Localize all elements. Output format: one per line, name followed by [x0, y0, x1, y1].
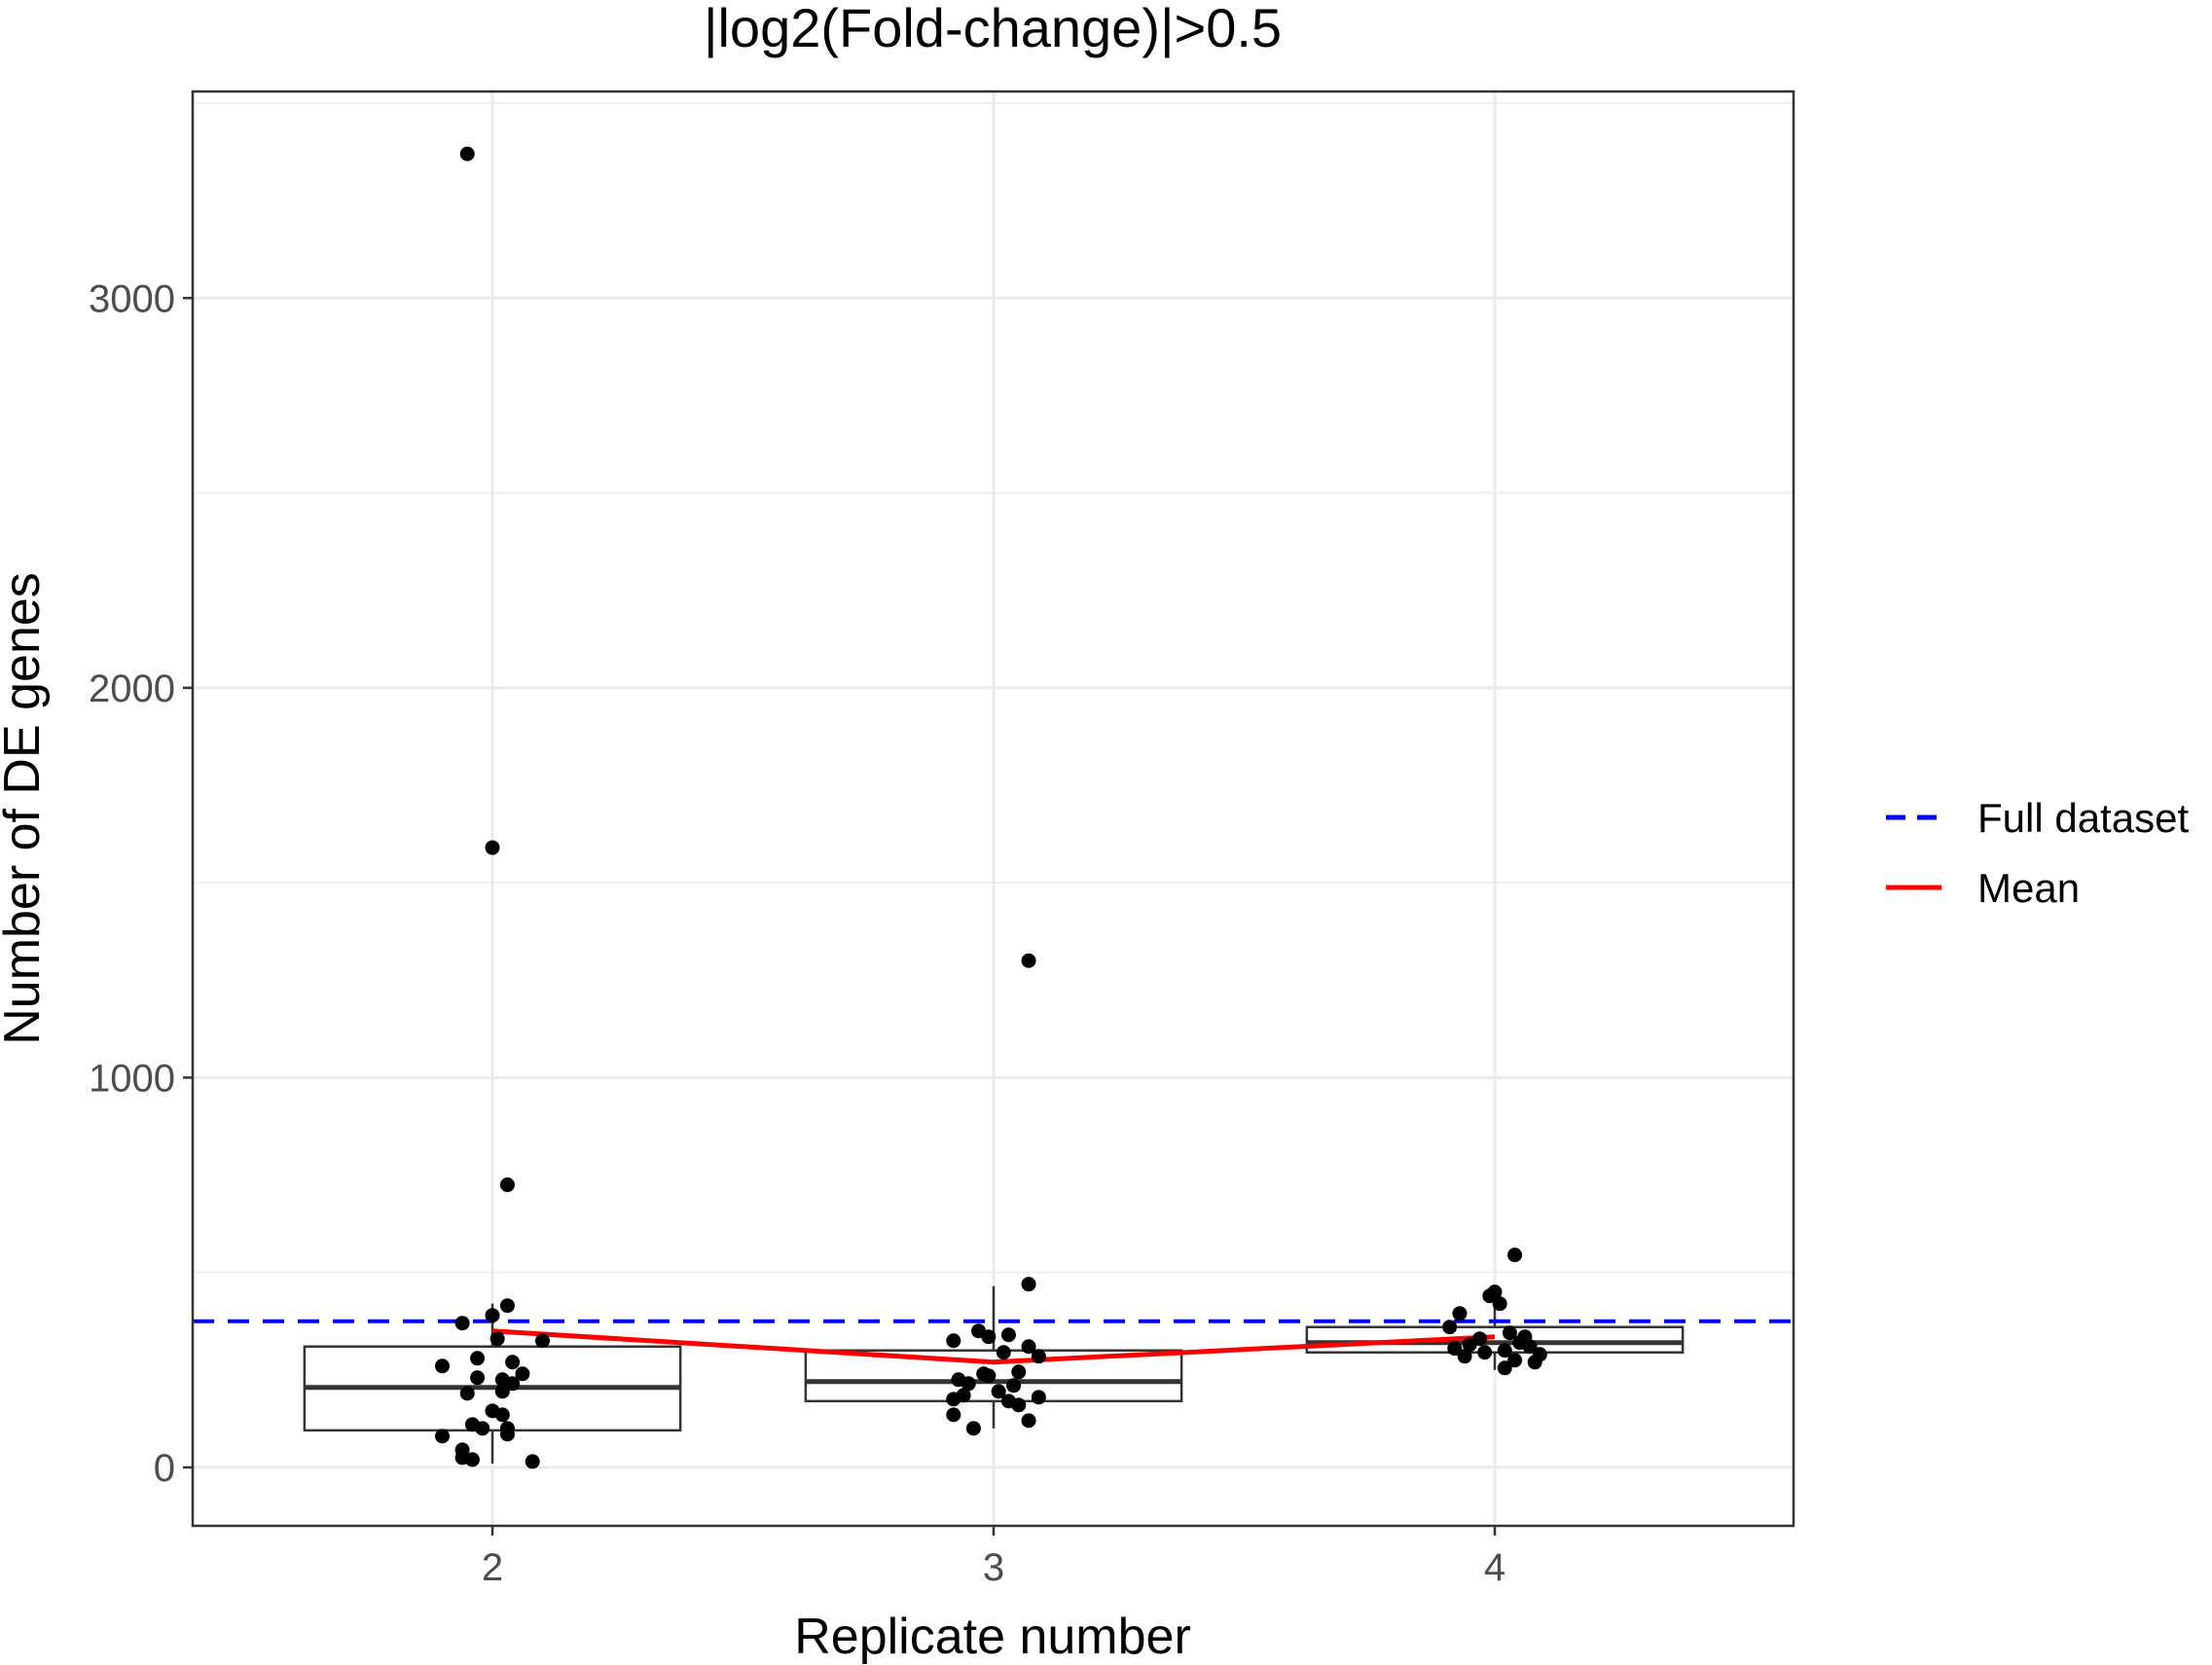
data-point	[535, 1333, 550, 1349]
data-point	[505, 1376, 521, 1392]
data-point	[1447, 1341, 1463, 1357]
data-point	[499, 1298, 515, 1314]
y-tick-label: 2000	[89, 668, 175, 710]
data-point	[961, 1376, 976, 1392]
data-point	[1011, 1397, 1027, 1413]
data-point	[1011, 1364, 1027, 1380]
y-axis: 0 1000 2000 3000	[89, 277, 193, 1490]
point-layer	[435, 146, 1547, 1469]
data-point	[946, 1333, 961, 1349]
data-point	[996, 1345, 1011, 1360]
data-point	[435, 1358, 450, 1374]
data-point	[1497, 1343, 1512, 1358]
x-axis-title: Replicate number	[794, 1609, 1191, 1665]
data-point	[1021, 1413, 1036, 1429]
data-point	[485, 840, 500, 855]
data-point	[981, 1329, 997, 1345]
data-point	[494, 1407, 510, 1423]
data-point	[459, 1386, 475, 1401]
data-point	[464, 1452, 480, 1467]
mean-line	[491, 1328, 1496, 1365]
data-point	[454, 1316, 470, 1331]
data-point	[991, 1384, 1006, 1399]
y-tick-label: 3000	[89, 277, 175, 320]
data-point	[1021, 1339, 1036, 1355]
mean-line-layer	[491, 1328, 1496, 1365]
data-point	[1452, 1306, 1468, 1321]
legend: Full dataset Mean	[1886, 795, 2189, 911]
data-point	[1006, 1378, 1022, 1394]
data-point	[525, 1454, 540, 1469]
x-tick-label: 2	[482, 1546, 503, 1589]
data-point	[435, 1429, 450, 1444]
data-point	[1527, 1355, 1542, 1370]
legend-item: Mean	[1886, 865, 2080, 911]
data-point	[1497, 1360, 1512, 1376]
legend-item: Full dataset	[1886, 795, 2189, 841]
data-point	[1031, 1390, 1046, 1405]
data-point	[1492, 1296, 1507, 1312]
data-point	[1031, 1349, 1046, 1364]
data-point	[515, 1366, 530, 1382]
data-point	[1502, 1325, 1517, 1341]
chart-title: |log2(Fold-change)|>0.5	[704, 0, 1282, 58]
data-point	[485, 1308, 500, 1323]
data-point	[1021, 1277, 1036, 1292]
x-tick-label: 3	[983, 1546, 1004, 1589]
data-point	[459, 146, 475, 162]
data-point	[475, 1421, 490, 1436]
y-tick-label: 1000	[89, 1057, 175, 1100]
y-tick-label: 0	[154, 1447, 175, 1490]
data-point	[1477, 1345, 1493, 1360]
data-point	[490, 1331, 505, 1347]
data-point	[1522, 1339, 1538, 1355]
data-point	[1482, 1288, 1498, 1304]
data-point	[499, 1177, 515, 1193]
y-axis-title: Number of DE genes	[0, 572, 51, 1045]
data-point	[981, 1368, 997, 1384]
x-tick-label: 4	[1484, 1546, 1505, 1589]
data-point	[1000, 1327, 1016, 1343]
data-point	[1462, 1337, 1477, 1353]
data-point	[1507, 1248, 1523, 1263]
data-point	[946, 1407, 961, 1423]
data-point	[494, 1384, 510, 1399]
x-axis: 2 3 4	[482, 1526, 1505, 1589]
data-point	[1507, 1353, 1523, 1368]
data-point	[505, 1355, 521, 1370]
data-point	[946, 1392, 961, 1407]
box-2	[303, 1303, 682, 1464]
data-point	[470, 1370, 486, 1386]
data-point	[1021, 953, 1036, 968]
data-point	[1457, 1349, 1472, 1364]
data-point	[499, 1427, 515, 1442]
data-point	[965, 1421, 981, 1436]
data-point	[470, 1351, 486, 1366]
legend-label: Full dataset	[1977, 795, 2189, 841]
data-point	[1442, 1320, 1458, 1335]
box-body	[1305, 1325, 1685, 1355]
legend-label: Mean	[1977, 865, 2080, 911]
